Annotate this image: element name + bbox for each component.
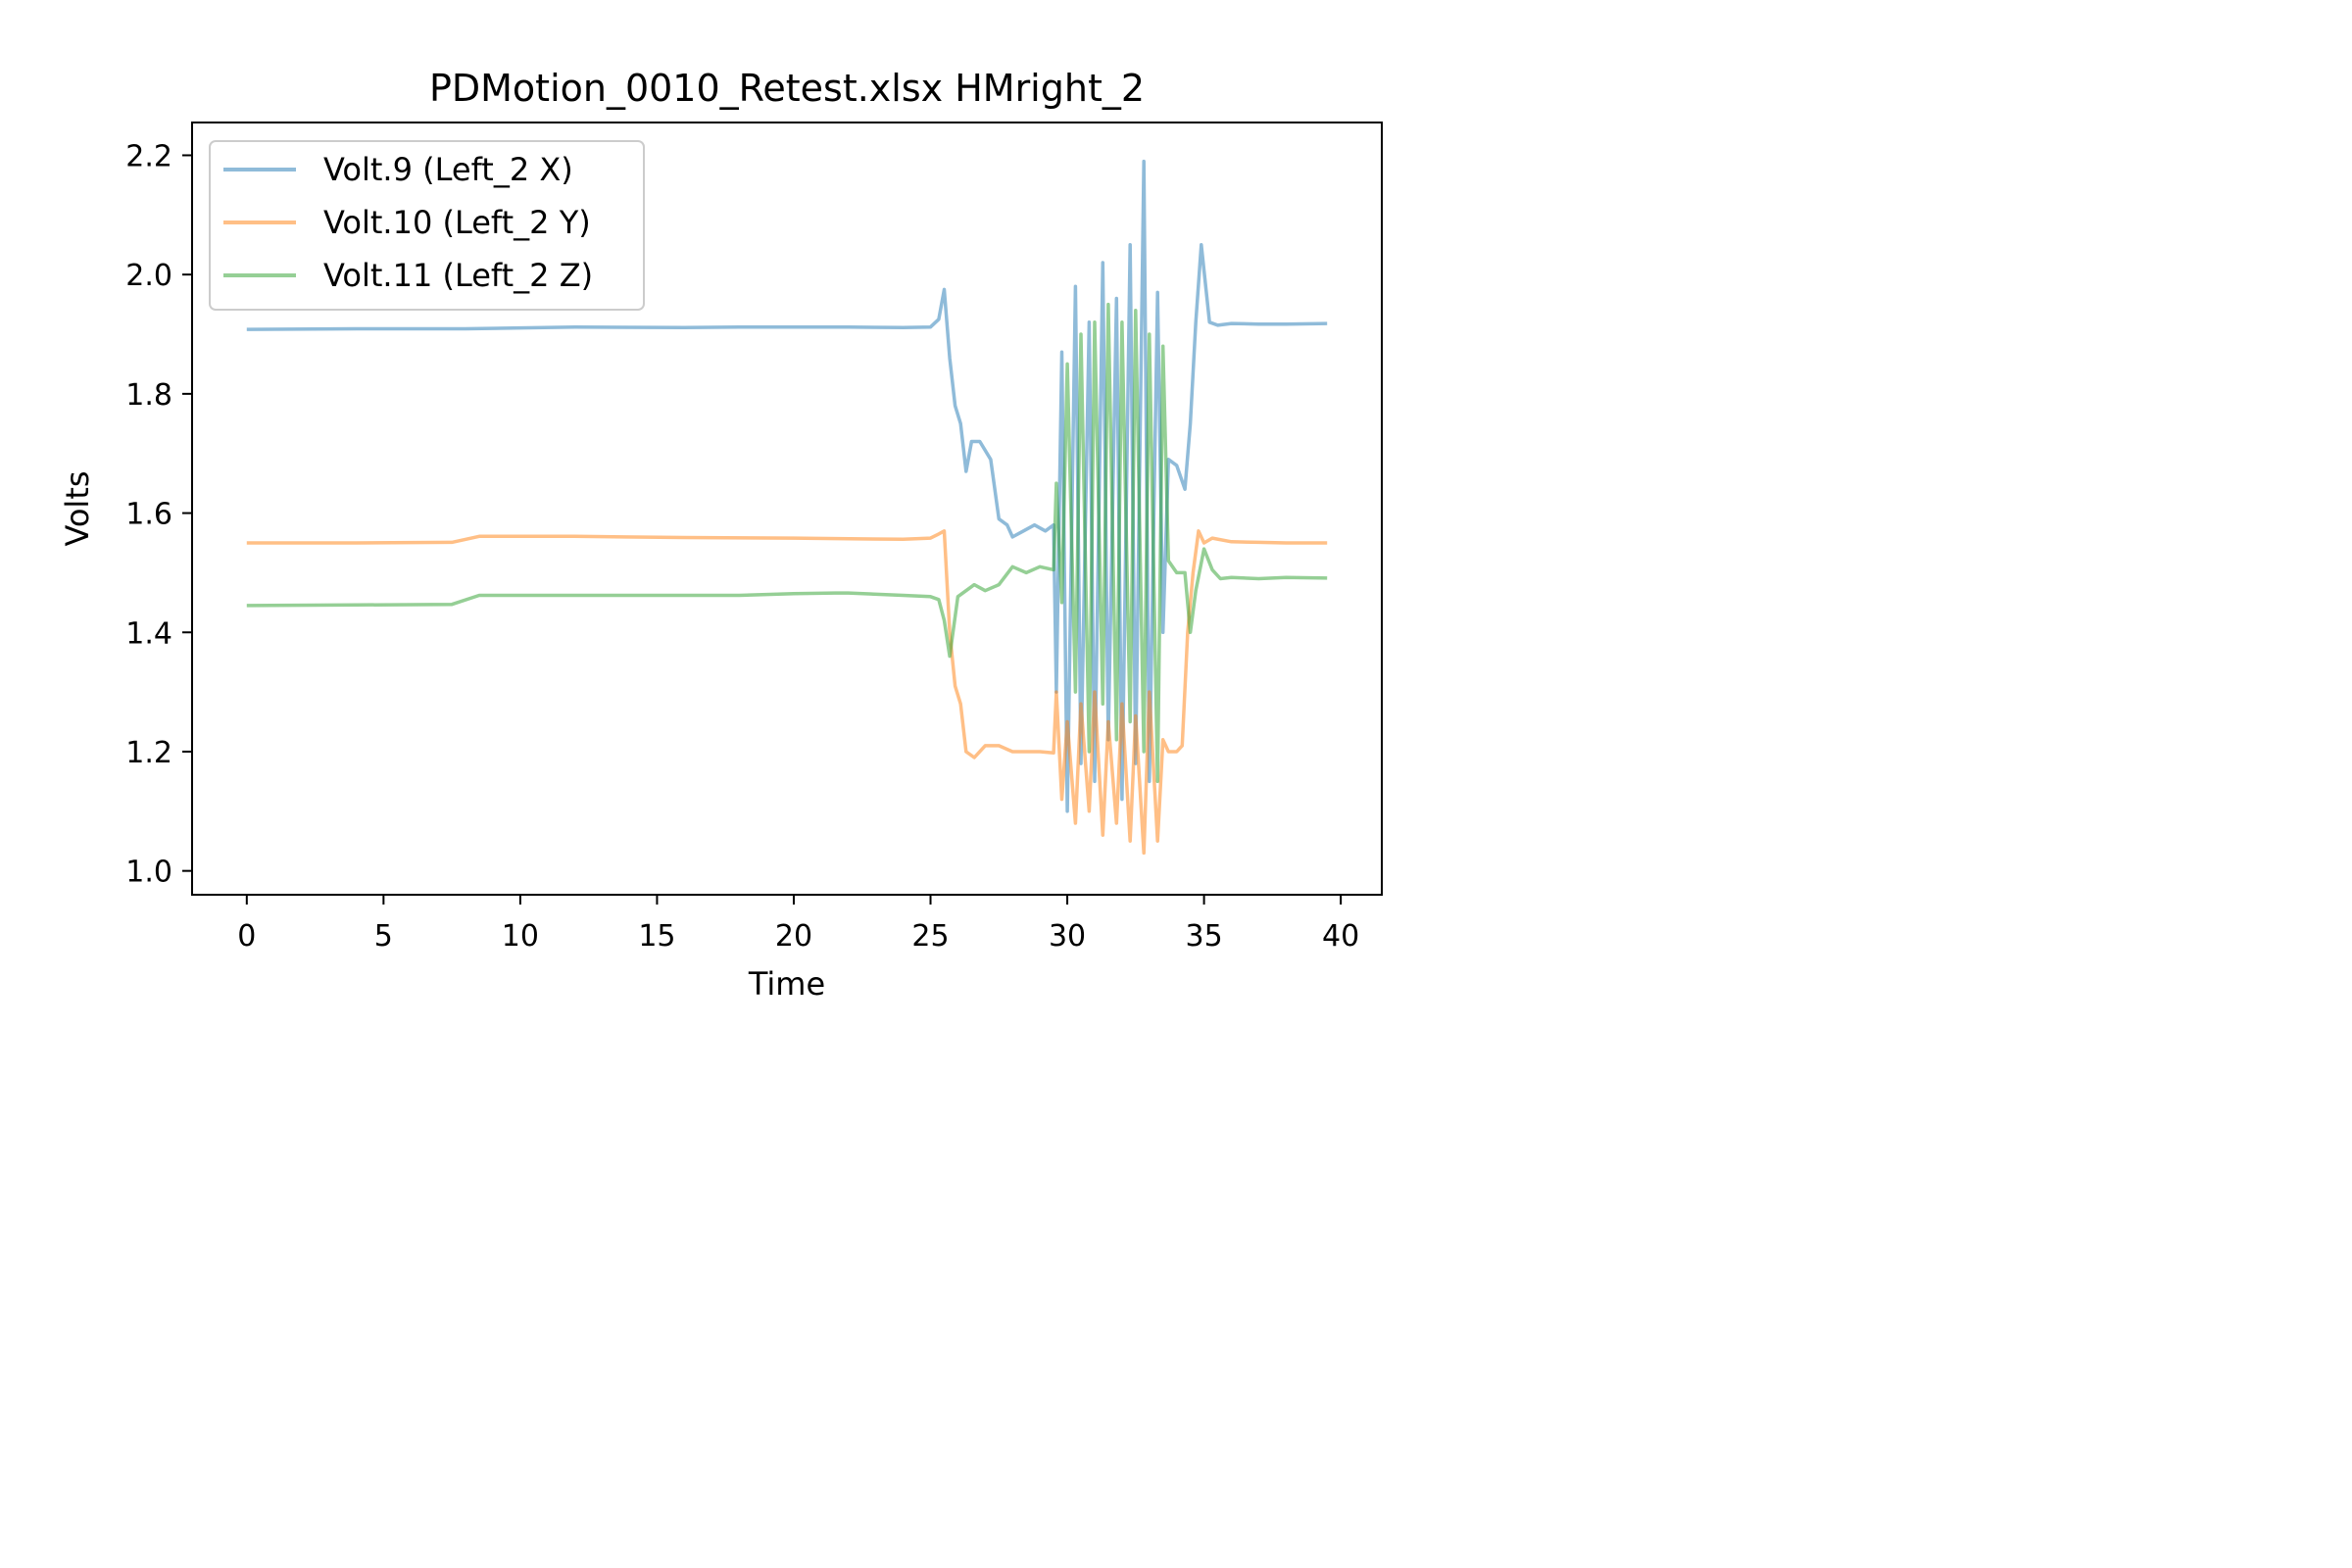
y-tick-label: 1.2	[125, 736, 172, 770]
x-tick-label: 10	[502, 919, 539, 954]
y-axis: 1.0 1.2 1.4 1.6 1.8 2.0 2.2	[125, 139, 192, 890]
x-axis-title: Time	[748, 965, 825, 1003]
series-line-3	[246, 302, 1328, 784]
legend-box	[209, 140, 645, 311]
series-line-2	[246, 529, 1328, 856]
plot-frame	[191, 122, 1383, 896]
plot-area	[246, 159, 1328, 856]
chart-title: PDMotion_0010_Retest.xlsx HMright_2	[429, 67, 1145, 110]
legend-label: Volt.11 (Left_2 Z)	[323, 257, 593, 294]
y-tick-label: 1.8	[125, 378, 172, 413]
x-tick-label: 20	[775, 919, 812, 954]
series-line-1	[246, 159, 1328, 813]
legend-label: Volt.9 (Left_2 X)	[323, 151, 573, 188]
x-tick-label: 5	[374, 919, 393, 954]
x-tick-label: 15	[638, 919, 675, 954]
x-tick-label: 30	[1049, 919, 1086, 954]
y-tick-label: 1.6	[125, 498, 172, 532]
line-chart: PDMotion_0010_Retest.xlsx HMright_2 Time…	[59, 67, 1383, 1003]
x-axis: 0 5 10 15 20 25 30 35 40	[237, 895, 1359, 954]
legend-label: Volt.10 (Left_2 Y)	[323, 204, 591, 241]
y-tick-label: 2.0	[125, 259, 172, 293]
x-tick-label: 40	[1322, 919, 1359, 954]
x-tick-label: 0	[237, 919, 256, 954]
y-tick-label: 1.4	[125, 616, 172, 651]
y-axis-title: Volts	[59, 470, 96, 546]
x-tick-label: 25	[911, 919, 949, 954]
y-tick-label: 1.0	[125, 856, 172, 890]
legend: Volt.9 (Left_2 X) Volt.10 (Left_2 Y) Volt.…	[209, 140, 645, 311]
y-tick-label: 2.2	[125, 139, 172, 173]
x-tick-label: 35	[1186, 919, 1223, 954]
